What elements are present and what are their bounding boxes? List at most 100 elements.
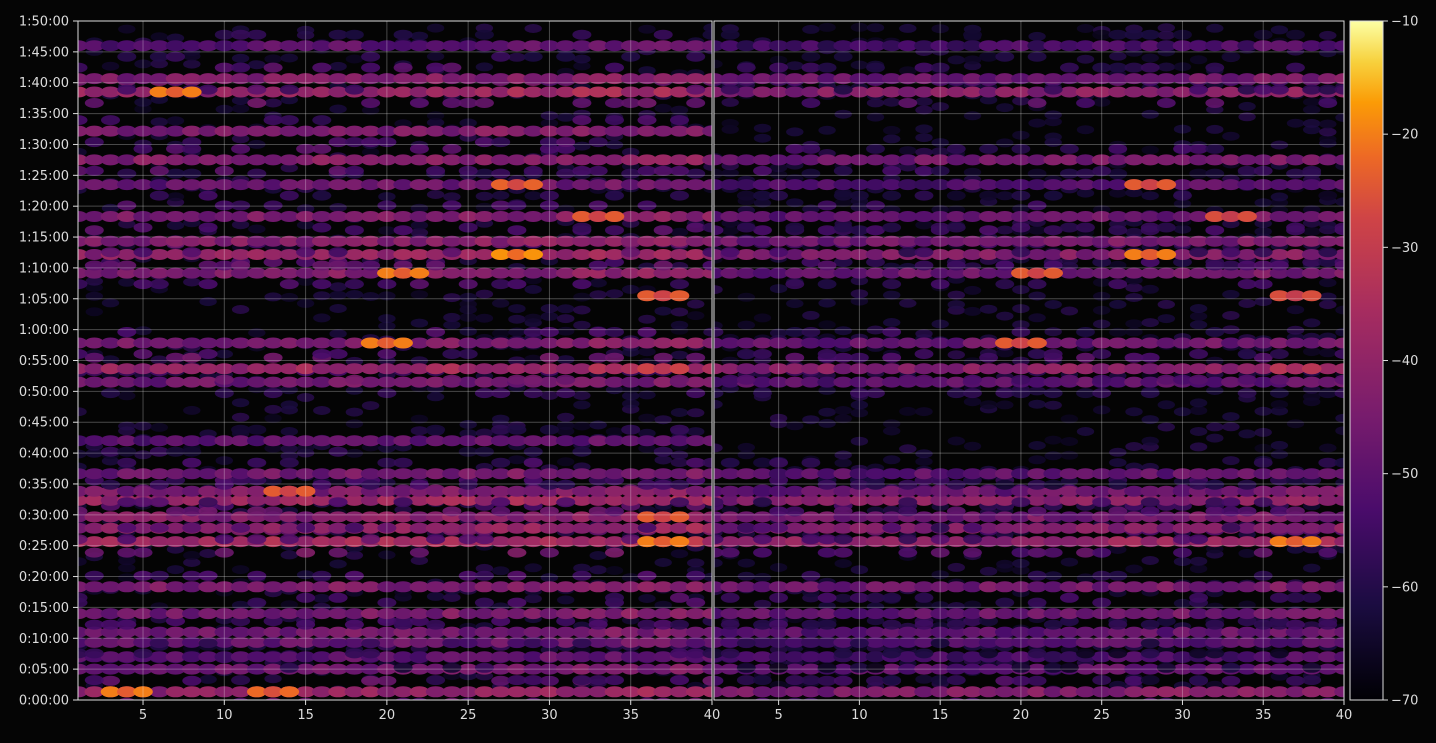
heatmap-cell: [686, 648, 705, 658]
heatmap-cell: [492, 299, 509, 308]
heatmap-cell: [1044, 349, 1063, 359]
heatmap-cell: [247, 85, 266, 95]
heatmap-cell: [996, 103, 1013, 112]
y-tick-label: 1:45:00: [19, 45, 69, 60]
heatmap-cell: [753, 620, 772, 630]
heatmap-cell: [346, 419, 363, 428]
heatmap-cell: [491, 169, 510, 179]
heatmap-hot-cell: [605, 211, 625, 222]
heatmap-cell: [1028, 455, 1045, 464]
heatmap-cell: [1157, 223, 1176, 233]
heatmap-cell: [687, 558, 704, 567]
heatmap-cell: [835, 451, 852, 460]
heatmap-cell: [947, 480, 966, 490]
colorbar-axis: −70−60−50−40−30−20−10: [1383, 15, 1418, 709]
heatmap-cell: [329, 105, 346, 114]
heatmap-cell: [85, 98, 104, 108]
heatmap-cell: [475, 30, 494, 40]
heatmap-cell: [1190, 406, 1207, 415]
heatmap-cell: [1189, 375, 1208, 385]
heatmap-cell: [556, 497, 575, 507]
heatmap-cell: [670, 593, 689, 603]
heatmap-cell: [721, 548, 740, 558]
y-tick-label: 1:50:00: [19, 15, 69, 30]
heatmap-cell: [1044, 663, 1063, 673]
heatmap-cell: [572, 447, 591, 457]
heatmap-cell: [818, 63, 837, 73]
heatmap-cell: [654, 30, 673, 40]
heatmap-cell: [361, 63, 380, 73]
heatmap-cell: [1238, 429, 1255, 438]
heatmap-cell: [882, 327, 901, 337]
heatmap-cell: [883, 291, 900, 300]
heatmap-cell: [557, 457, 574, 466]
heatmap-cell: [117, 52, 136, 62]
heatmap-cell: [670, 620, 689, 630]
heatmap-cell: [802, 144, 821, 154]
heatmap-cell: [948, 55, 965, 64]
heatmap-cell: [101, 261, 120, 271]
heatmap-cell: [589, 201, 608, 211]
y-tick-label: 1:35:00: [19, 107, 69, 122]
heatmap-cell: [264, 99, 281, 108]
heatmap-cell: [670, 115, 689, 125]
heatmap-cell: [1142, 415, 1159, 424]
y-tick-label: 0:40:00: [19, 447, 69, 462]
heatmap-cell: [427, 190, 444, 199]
heatmap-cell: [118, 278, 135, 287]
heatmap-cell: [199, 675, 216, 684]
y-tick-label: 0:00:00: [19, 694, 69, 709]
heatmap-cell: [329, 261, 348, 271]
x-tick-label: 15: [297, 708, 314, 723]
heatmap-cell: [721, 85, 740, 95]
heatmap-cell: [524, 638, 543, 648]
heatmap-cell: [166, 52, 185, 62]
heatmap-cell: [345, 571, 364, 581]
heatmap-cell: [232, 398, 249, 407]
heatmap-cell: [802, 52, 821, 62]
heatmap-cell: [963, 523, 982, 533]
heatmap-cell: [589, 353, 608, 363]
heatmap-cell: [150, 638, 169, 648]
heatmap-hot-cell: [670, 511, 690, 522]
heatmap-cell: [85, 571, 104, 581]
heatmap-cell: [557, 304, 574, 313]
heatmap-cell: [426, 534, 445, 544]
heatmap-cell: [312, 63, 331, 73]
heatmap-cell: [508, 328, 525, 337]
heatmap-cell: [556, 480, 575, 490]
heatmap-cell: [329, 304, 346, 313]
heatmap-cell: [1189, 144, 1208, 154]
heatmap-cell: [655, 415, 672, 424]
heatmap-cell: [312, 480, 331, 490]
heatmap-cell: [1060, 144, 1079, 154]
heatmap-cell: [329, 30, 348, 40]
heatmap-cell: [492, 566, 509, 575]
heatmap-cell: [753, 166, 772, 176]
y-tick-label: 1:05:00: [19, 292, 69, 307]
heatmap-cell: [802, 458, 821, 468]
heatmap-cell: [1205, 98, 1224, 108]
y-tick-label: 0:50:00: [19, 385, 69, 400]
heatmap-cell: [182, 523, 201, 533]
heatmap-cell: [686, 353, 705, 363]
heatmap-cell: [345, 85, 364, 95]
heatmap-cell: [525, 314, 542, 323]
heatmap-cell: [199, 638, 218, 648]
heatmap-cell: [557, 413, 574, 422]
heatmap-cell: [1206, 434, 1223, 443]
heatmap-cell: [737, 675, 756, 685]
heatmap-cell: [754, 124, 771, 133]
heatmap-cell: [834, 534, 853, 544]
heatmap-cell: [1141, 675, 1160, 685]
heatmap-cell: [329, 247, 348, 257]
heatmap-cell: [1045, 110, 1062, 119]
heatmap-cell: [1077, 573, 1094, 582]
heatmap-cell: [1271, 450, 1288, 459]
heatmap-cell: [1222, 663, 1241, 673]
heatmap-cell: [1222, 676, 1241, 686]
heatmap-cell: [1028, 226, 1045, 235]
heatmap-cell: [1318, 98, 1337, 108]
heatmap-cell: [834, 52, 853, 62]
heatmap-hot-cell: [1157, 179, 1177, 190]
